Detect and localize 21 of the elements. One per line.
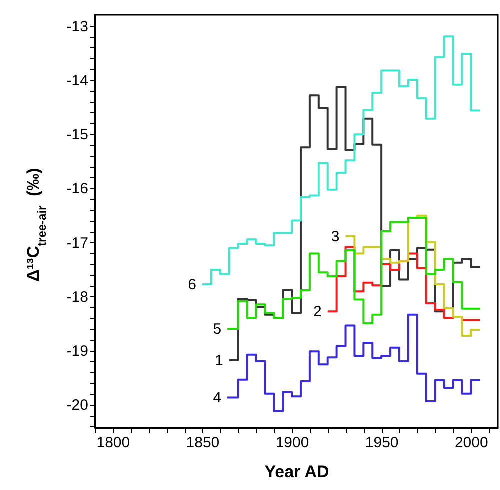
series-label: 2 [314, 304, 322, 321]
series-label: 6 [188, 276, 196, 294]
series-label: 3 [331, 228, 340, 246]
x-tick-label: 1900 [276, 434, 310, 452]
series-label: 1 [214, 352, 224, 370]
x-tick-label: 1850 [186, 434, 220, 452]
y-tick-label: -17 [66, 234, 88, 252]
y-tick-label: -16 [66, 180, 88, 198]
y-tick-label: -18 [66, 288, 88, 306]
y-tick-label: -14 [66, 72, 88, 90]
y-axis-title: Δ¹³Ctree-air (‰) [24, 168, 49, 282]
y-tick-label: -19 [66, 343, 88, 360]
x-tick-label: 1950 [365, 434, 399, 452]
x-axis-title: Year AD [264, 462, 330, 482]
y-tick-label: -20 [66, 397, 88, 414]
x-tick-label: 2000 [454, 434, 488, 452]
y-tick-label: -13 [66, 18, 88, 36]
series-label: 5 [213, 320, 222, 338]
y-tick-label: -15 [66, 126, 88, 144]
x-tick-label: 1800 [96, 434, 130, 452]
series-label: 4 [213, 390, 222, 407]
